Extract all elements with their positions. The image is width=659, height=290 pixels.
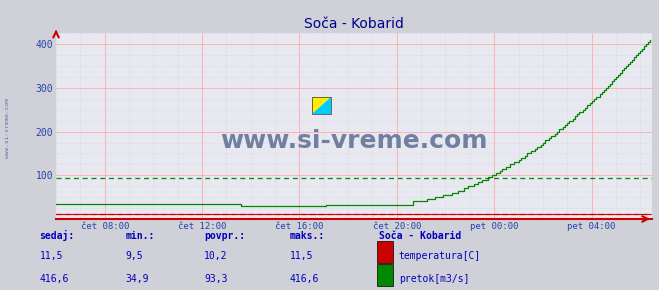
Text: min.:: min.: xyxy=(125,231,155,241)
Text: Soča - Kobarid: Soča - Kobarid xyxy=(379,231,461,241)
Text: maks.:: maks.: xyxy=(290,231,325,241)
Text: www.si-vreme.com: www.si-vreme.com xyxy=(221,129,488,153)
Text: 10,2: 10,2 xyxy=(204,251,228,261)
Bar xyxy=(377,264,393,286)
Text: 416,6: 416,6 xyxy=(40,274,69,284)
Text: temperatura[C]: temperatura[C] xyxy=(399,251,481,261)
Polygon shape xyxy=(312,97,331,114)
Polygon shape xyxy=(312,97,331,114)
Text: www.si-vreme.com: www.si-vreme.com xyxy=(5,98,11,157)
Text: 9,5: 9,5 xyxy=(125,251,143,261)
Text: 34,9: 34,9 xyxy=(125,274,149,284)
Text: 93,3: 93,3 xyxy=(204,274,228,284)
Text: povpr.:: povpr.: xyxy=(204,231,245,241)
Title: Soča - Kobarid: Soča - Kobarid xyxy=(304,17,404,31)
Bar xyxy=(377,241,393,263)
Text: 11,5: 11,5 xyxy=(40,251,63,261)
Text: sedaj:: sedaj: xyxy=(40,230,74,241)
Text: 416,6: 416,6 xyxy=(290,274,320,284)
Text: 11,5: 11,5 xyxy=(290,251,314,261)
Text: pretok[m3/s]: pretok[m3/s] xyxy=(399,274,469,284)
